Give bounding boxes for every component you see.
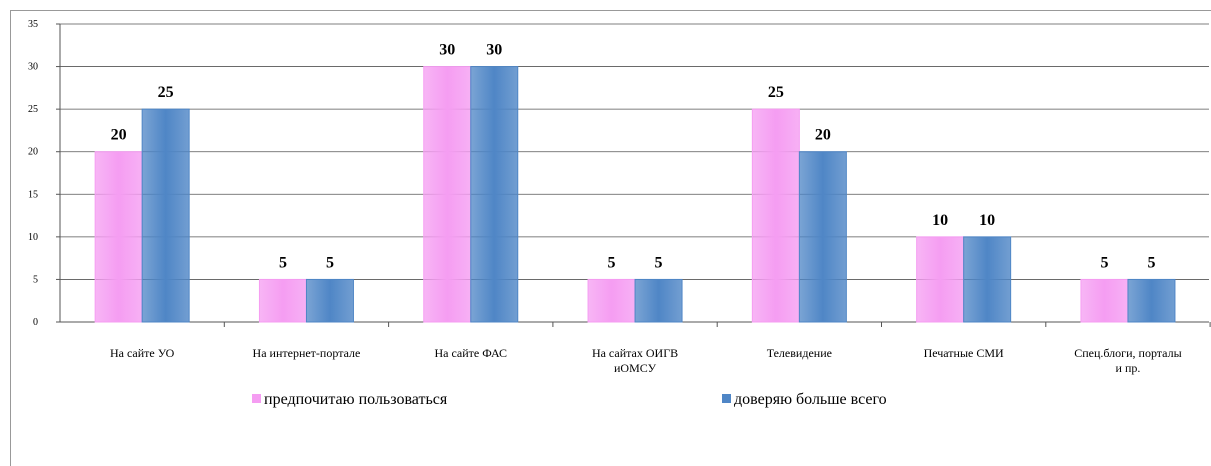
data-label: 5 bbox=[608, 254, 616, 271]
y-tick-label: 25 bbox=[28, 104, 38, 115]
bar bbox=[798, 151, 847, 323]
data-label: 5 bbox=[1100, 254, 1108, 271]
bar bbox=[258, 278, 307, 323]
bar bbox=[305, 278, 354, 323]
legend-swatch bbox=[722, 394, 731, 403]
bar bbox=[587, 278, 636, 323]
legend-label: предпочитаю пользоваться bbox=[264, 391, 448, 408]
data-label: 5 bbox=[279, 254, 287, 271]
bar bbox=[634, 278, 683, 323]
x-tick-label: На сайте ФАС bbox=[434, 346, 508, 360]
legend-swatch bbox=[252, 394, 261, 403]
y-tick-label: 10 bbox=[28, 232, 38, 243]
data-label: 25 bbox=[768, 84, 784, 101]
x-tick-label: Телевидение bbox=[766, 346, 832, 360]
x-tick-label: На сайте УО bbox=[109, 346, 175, 360]
y-tick-label: 5 bbox=[33, 274, 38, 285]
data-label: 25 bbox=[158, 84, 174, 101]
data-label: 20 bbox=[111, 127, 127, 144]
x-tick-label: Печатные СМИ bbox=[923, 346, 1004, 360]
x-tick-label: На интернет-портале bbox=[252, 346, 361, 360]
x-tick-label: На сайтах ОИГВ иОМСУ bbox=[591, 346, 679, 375]
y-tick-label: 0 bbox=[33, 317, 38, 328]
data-label: 20 bbox=[815, 127, 831, 144]
legend-label: доверяю больше всего bbox=[734, 391, 887, 408]
data-label: 30 bbox=[486, 42, 502, 59]
data-label: 30 bbox=[439, 42, 455, 59]
data-label: 5 bbox=[655, 254, 663, 271]
bar bbox=[94, 151, 143, 323]
data-label: 5 bbox=[326, 254, 334, 271]
y-tick-label: 30 bbox=[28, 62, 38, 73]
bar bbox=[470, 66, 519, 323]
data-label: 10 bbox=[932, 212, 948, 229]
y-tick-label: 15 bbox=[28, 189, 38, 200]
bar bbox=[423, 66, 472, 323]
bar bbox=[751, 108, 800, 323]
y-tick-label: 35 bbox=[28, 19, 38, 30]
x-tick-label: Спец.блоги, порталы и пр. bbox=[1074, 346, 1182, 375]
legend-item: доверяю больше всего bbox=[722, 391, 887, 409]
bar bbox=[1080, 278, 1129, 323]
bar bbox=[916, 236, 965, 323]
bar bbox=[141, 108, 190, 323]
legend-item: предпочитаю пользоваться bbox=[252, 391, 447, 409]
bar bbox=[1127, 278, 1176, 323]
data-label: 5 bbox=[1147, 254, 1155, 271]
y-tick-label: 20 bbox=[28, 147, 38, 158]
data-label: 10 bbox=[979, 212, 995, 229]
bar bbox=[963, 236, 1012, 323]
